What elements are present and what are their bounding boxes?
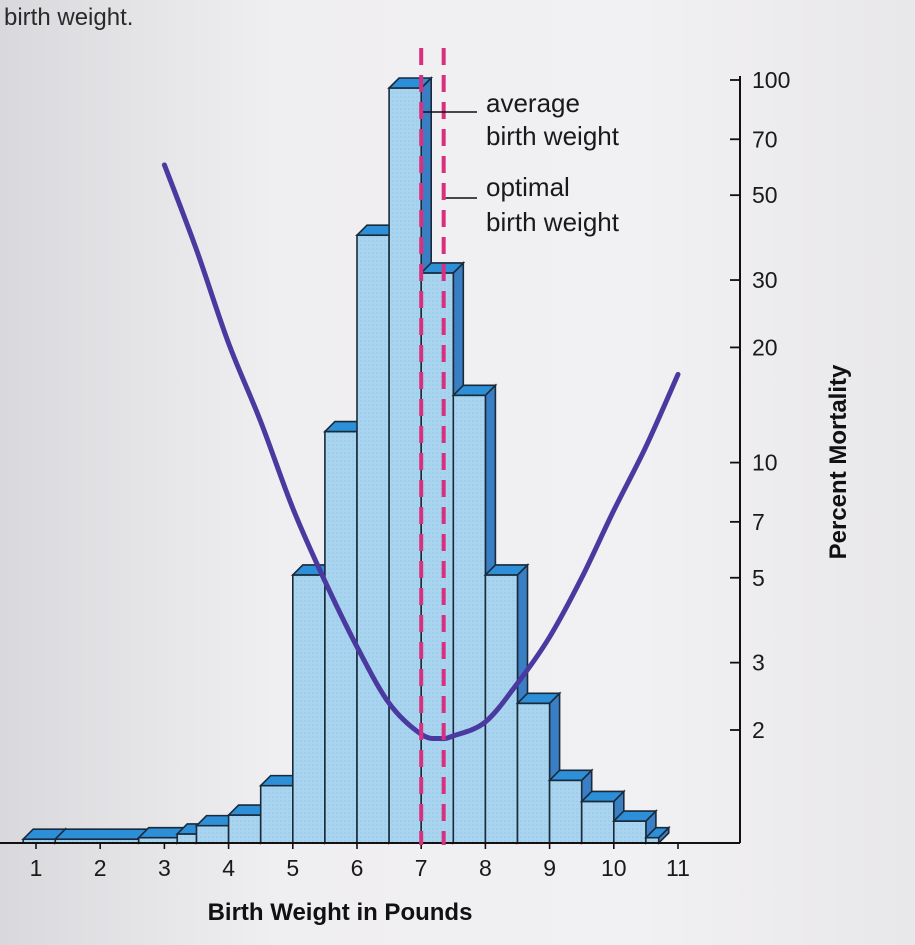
bar-front-face bbox=[420, 272, 455, 844]
x-tick-label-1: 1 bbox=[30, 855, 43, 881]
x-tick-label-8: 8 bbox=[479, 855, 492, 881]
bar-top-face bbox=[483, 564, 530, 576]
y-tick-label-100: 100 bbox=[752, 67, 790, 93]
bar-front-face bbox=[176, 833, 198, 844]
x-tick-label-4: 4 bbox=[222, 855, 235, 881]
bar-front-face bbox=[580, 800, 615, 844]
optimal-label-line1: optimal bbox=[486, 172, 570, 202]
bar-top-face bbox=[451, 384, 498, 397]
bar-front-face bbox=[195, 824, 230, 844]
bar-front-face bbox=[452, 394, 487, 844]
bar-top-face bbox=[579, 790, 626, 803]
bar-front-face bbox=[291, 574, 326, 844]
y-tick-label-30: 30 bbox=[752, 267, 778, 293]
x-tick-label-9: 9 bbox=[543, 855, 556, 881]
y-tick-label-10: 10 bbox=[752, 450, 778, 476]
y-tick-label-50: 50 bbox=[752, 182, 778, 208]
x-tick-label-2: 2 bbox=[94, 855, 107, 881]
y-tick-label-20: 20 bbox=[752, 334, 778, 360]
labels: Birth Weight in Pounds Percent Mortality a… bbox=[208, 88, 852, 926]
y-tick-label-5: 5 bbox=[752, 565, 765, 591]
bar-front-face bbox=[227, 814, 262, 844]
histogram-bar-19 bbox=[643, 825, 671, 845]
bar-top-face bbox=[547, 769, 594, 782]
axes: 1 2 3 4 5 6 7 8 9 10 11 2 3 5 7 10 20 30 50 70 100 bbox=[0, 67, 790, 881]
bar-front-face bbox=[612, 820, 647, 844]
caption-fragment: birth weight. bbox=[4, 4, 134, 31]
histogram-bar-2 bbox=[53, 827, 151, 845]
x-tick-label-11: 11 bbox=[666, 855, 690, 881]
y-tick-label-70: 70 bbox=[752, 126, 778, 152]
bar-top-face bbox=[611, 810, 658, 822]
bar-front-face bbox=[356, 234, 390, 844]
y-axis-title: Percent Mortality bbox=[825, 364, 852, 559]
average-label-line1: average bbox=[486, 88, 580, 118]
bar-top-face bbox=[53, 828, 151, 841]
average-label-line2: birth weight bbox=[486, 121, 620, 151]
y-tick-label-2: 2 bbox=[752, 717, 765, 743]
bar-front-face bbox=[484, 574, 519, 844]
x-tick-label-7: 7 bbox=[415, 855, 428, 881]
x-tick-label-5: 5 bbox=[286, 855, 299, 881]
y-tick-label-3: 3 bbox=[752, 650, 765, 676]
bar-front-face bbox=[516, 702, 551, 844]
bar-top-face bbox=[643, 826, 671, 839]
x-axis-title: Birth Weight in Pounds bbox=[208, 899, 473, 926]
distribution-bars bbox=[21, 76, 671, 845]
x-tick-label-10: 10 bbox=[601, 855, 627, 881]
bar-top-face bbox=[515, 692, 562, 705]
markers bbox=[419, 48, 446, 845]
bar-front-face bbox=[388, 87, 423, 844]
histogram-bar-15 bbox=[515, 691, 562, 845]
x-tick-label-6: 6 bbox=[351, 855, 364, 881]
y-tick-label-7: 7 bbox=[752, 509, 765, 535]
optimal-label-line2: birth weight bbox=[486, 207, 620, 237]
bar-front-face bbox=[259, 784, 294, 844]
bar-front-face bbox=[548, 779, 583, 844]
x-tick-label-3: 3 bbox=[158, 855, 171, 881]
